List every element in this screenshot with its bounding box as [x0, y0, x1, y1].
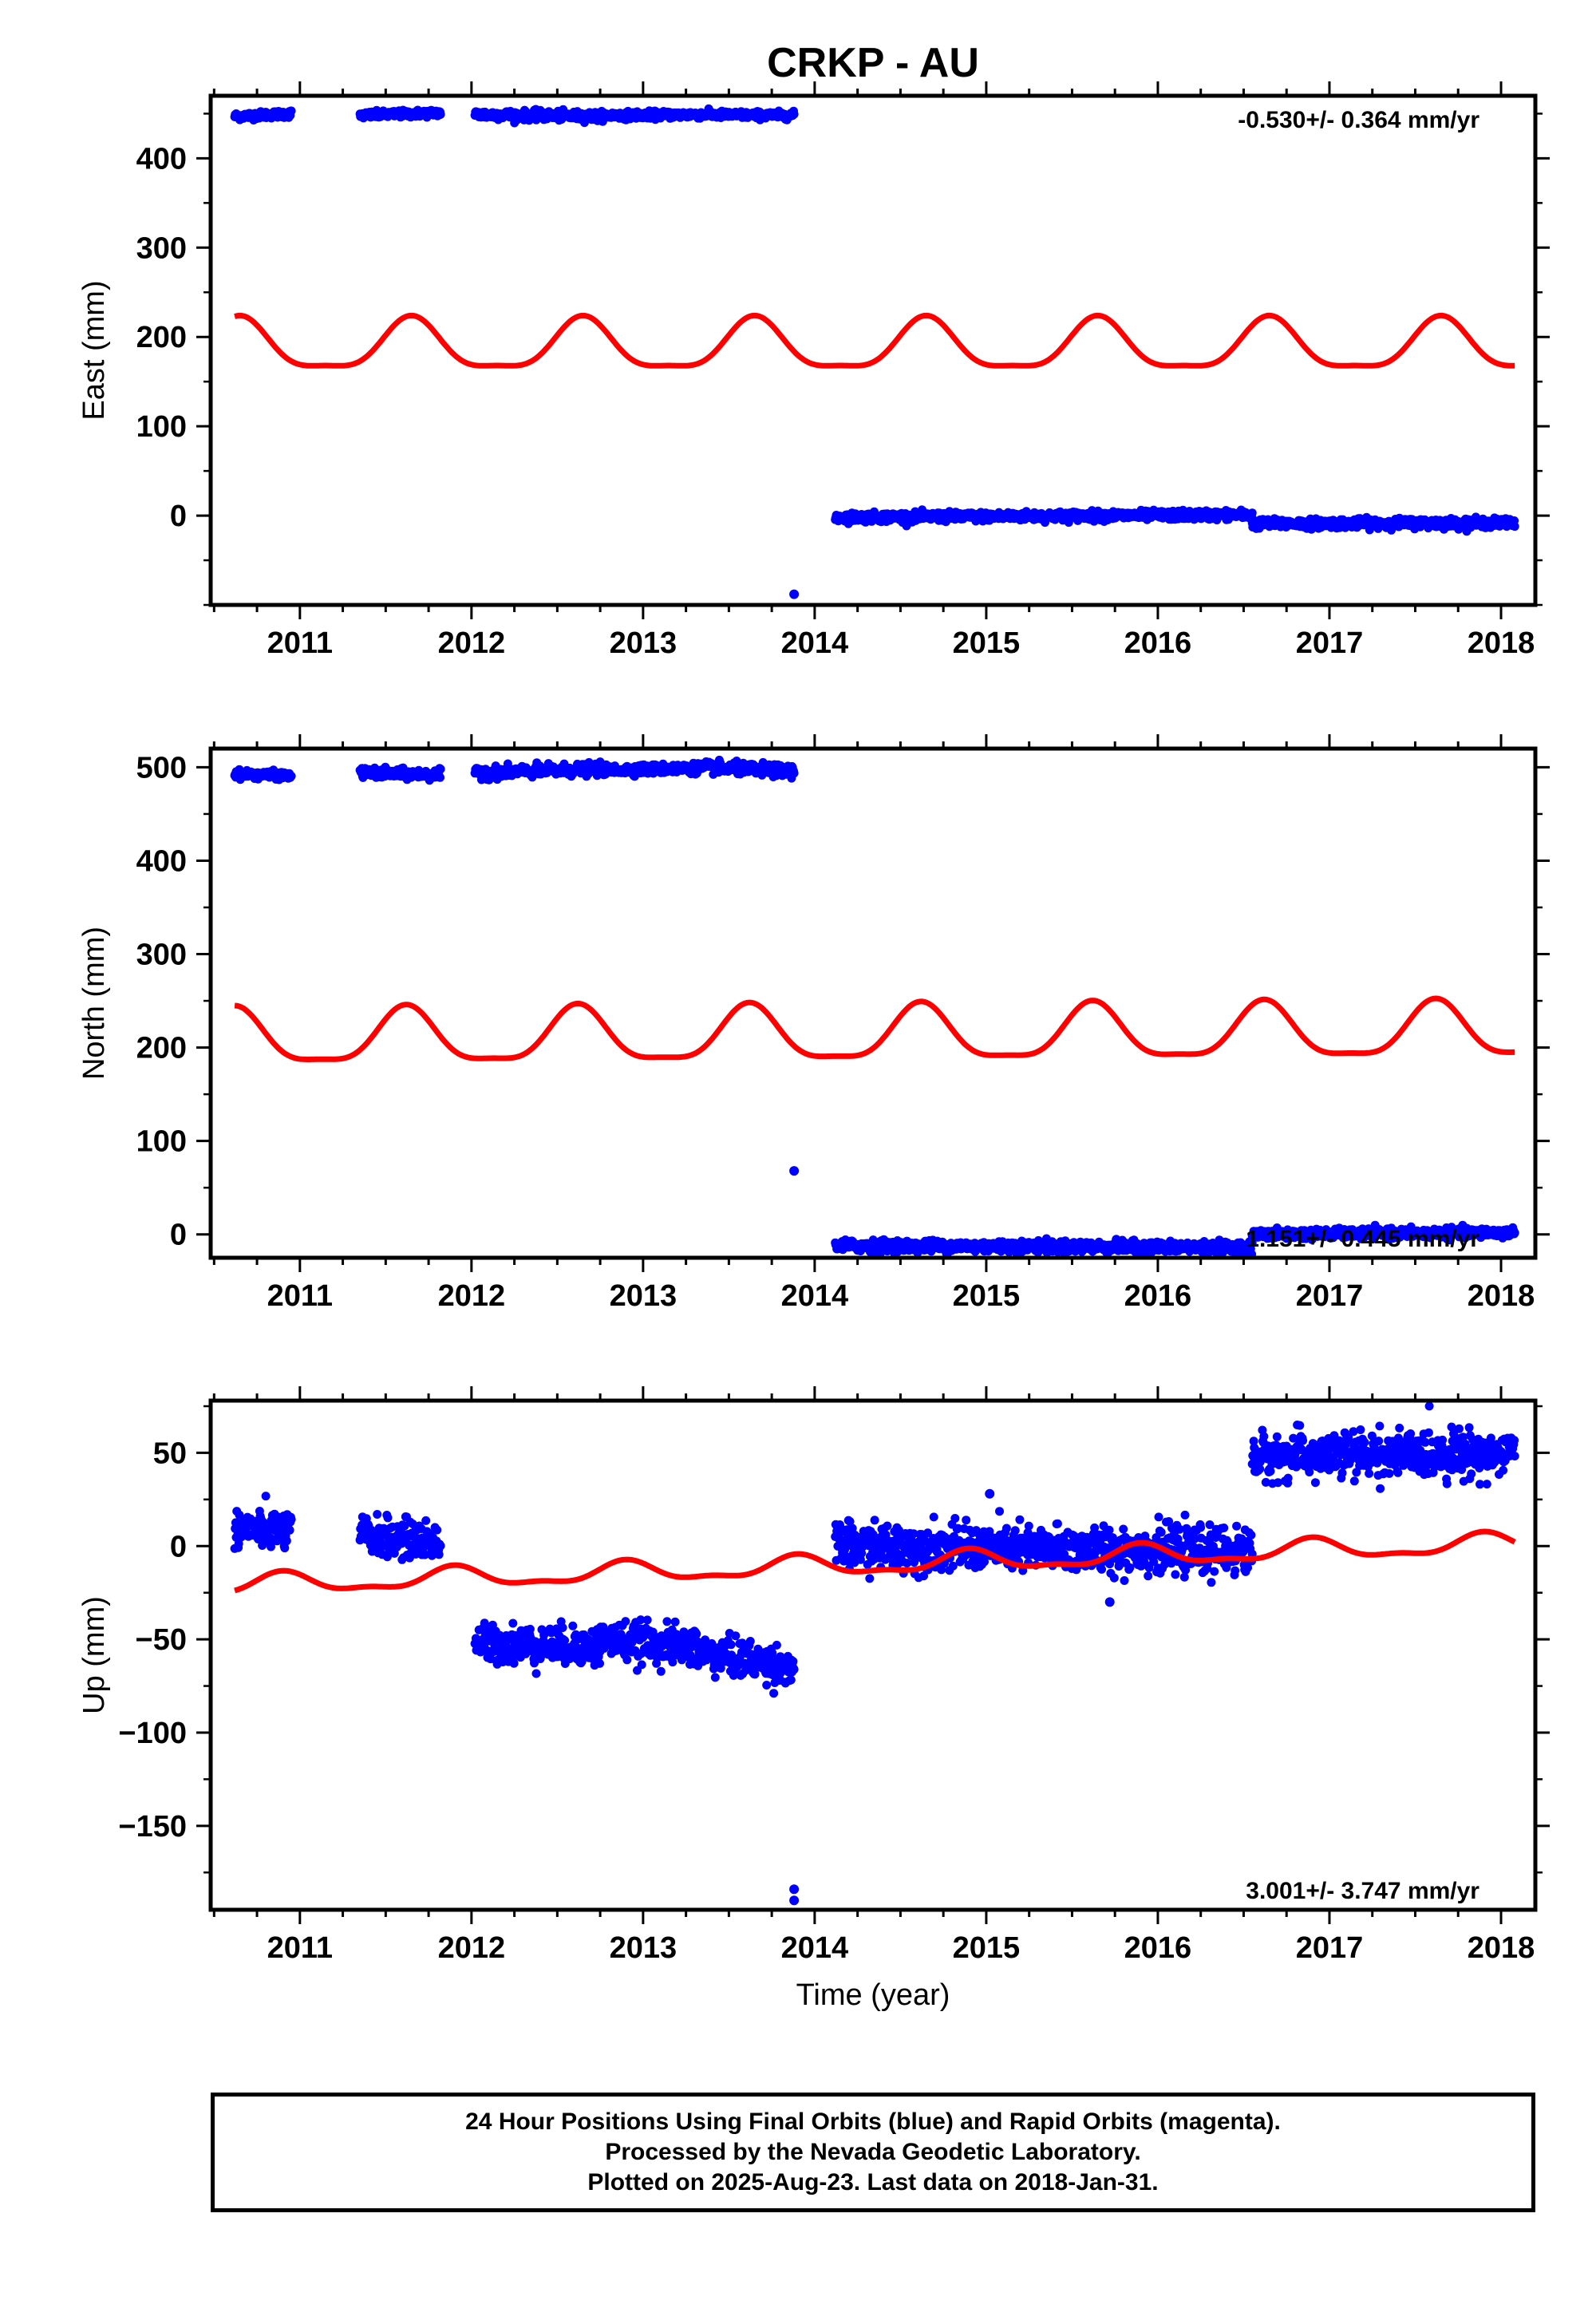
y-tick-label: 400 — [136, 844, 187, 878]
y-tick-label: 100 — [136, 410, 187, 444]
data-point — [234, 1539, 243, 1548]
x-tick-label: 2014 — [781, 1279, 849, 1313]
chart-title: CRKP - AU — [767, 40, 979, 86]
x-tick-label: 2018 — [1468, 1279, 1535, 1313]
x-tick-label: 2012 — [438, 1279, 506, 1313]
x-tick-label: 2016 — [1124, 1279, 1192, 1313]
data-point — [373, 1510, 382, 1519]
data-point — [436, 109, 445, 119]
x-tick-label: 2014 — [781, 626, 849, 660]
data-point — [436, 773, 444, 782]
y-axis-label: East (mm) — [77, 280, 111, 420]
data-point — [286, 772, 296, 781]
x-tick-label: 2011 — [267, 626, 333, 660]
x-tick-label: 2015 — [953, 626, 1021, 660]
data-point — [282, 1536, 291, 1546]
y-tick-label: 200 — [136, 1032, 187, 1065]
model-curve — [234, 312, 1515, 369]
x-tick-label: 2013 — [610, 626, 678, 660]
data-point — [558, 1623, 567, 1632]
data-point — [1064, 518, 1073, 528]
rate-annotation: -0.530+/- 0.364 mm/yr — [1238, 107, 1479, 133]
observed-series — [230, 1401, 1519, 1906]
x-tick-label: 2017 — [1296, 626, 1364, 660]
x-tick-label: 2011 — [267, 1279, 333, 1313]
data-point — [434, 1550, 444, 1559]
data-point — [1510, 522, 1519, 532]
x-tick-label: 2018 — [1468, 626, 1535, 660]
x-tick-label: 2012 — [438, 626, 506, 660]
data-point — [436, 1541, 445, 1551]
data-point — [789, 769, 799, 778]
data-point — [261, 1492, 271, 1501]
y-tick-label: 100 — [136, 1125, 187, 1159]
data-point — [509, 1658, 519, 1668]
plot-frame — [208, 746, 1538, 1260]
data-point — [525, 1624, 535, 1634]
plot-frame — [208, 93, 1538, 607]
y-tick-label: 400 — [136, 142, 187, 176]
y-tick-label: 300 — [136, 231, 187, 265]
panels-group: 2011 2012 2013 2014 2015 2016 2017 2018 0 100 200 3… — [77, 81, 1550, 1965]
x-tick-label: 2015 — [953, 1279, 1021, 1313]
observed-series — [230, 755, 1519, 1258]
outlier-point — [789, 1166, 800, 1176]
data-point — [421, 1516, 431, 1525]
data-point — [531, 1669, 541, 1678]
y-tick-label: 0 — [170, 1219, 187, 1252]
data-point — [383, 1513, 393, 1523]
data-point — [508, 1618, 518, 1628]
y-tick-label: 0 — [170, 500, 187, 533]
data-point — [1510, 1228, 1519, 1238]
data-point — [436, 765, 445, 774]
panel-0: 2011 2012 2013 2014 2015 2016 2017 2018 0 100 200 3… — [77, 81, 1550, 660]
y-tick-label: 200 — [136, 321, 187, 354]
data-point — [254, 1535, 263, 1543]
x-tick-label: 2016 — [1124, 626, 1192, 660]
model-curve — [234, 995, 1515, 1062]
y-tick-label: 500 — [136, 751, 187, 785]
data-point — [433, 1525, 442, 1535]
rate-annotation: 1.151+/- 0.445 mm/yr — [1246, 1226, 1479, 1252]
data-point — [285, 1525, 294, 1535]
y-tick-label: 300 — [136, 939, 187, 972]
y-axis-label: North (mm) — [77, 927, 111, 1080]
panel-1: 2011 2012 2013 2014 2015 2016 2017 2018 0 100 200 3… — [77, 734, 1550, 1313]
data-point — [286, 106, 296, 116]
x-tick-label: 2013 — [610, 1279, 678, 1313]
panel-2: 2011 2012 2013 2014 2015 2016 2017 2018−150−100… — [77, 1386, 1550, 1965]
observed-series — [230, 104, 1519, 599]
x-tick-label: 2017 — [1296, 1279, 1364, 1313]
data-point — [1247, 508, 1257, 518]
data-point — [286, 1515, 296, 1524]
data-point — [789, 109, 799, 119]
outlier-point — [789, 589, 800, 599]
